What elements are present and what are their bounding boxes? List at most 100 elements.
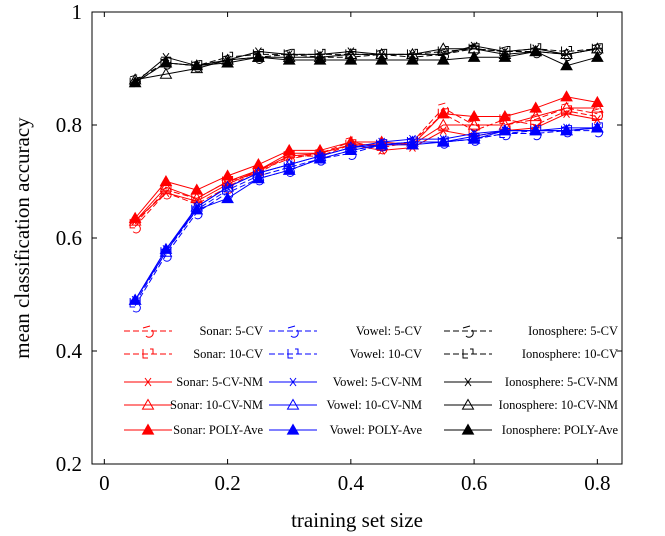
axis-ticks: 0 0.2 0.4 0.6 0.8 0.2 0.4 0.6 0.8 1 [56,0,622,495]
series-line [134,127,598,304]
legend-label: Ionosphere: 10-CV [522,347,618,361]
data-point [375,53,389,65]
legend-entry: Ionosphere: 5-CV [444,324,618,338]
series [128,121,604,305]
x-tick-label: 0.6 [461,471,487,495]
legend-label: Sonar: 5-CV-NM [176,375,263,389]
legend-entry: Vowel: 10-CV-NM [269,398,422,412]
legend-label: Vowel: 5-CV [356,324,422,338]
data-point [467,118,481,130]
data-point [129,297,141,308]
legend-entry: Vowel: 5-CV [269,324,422,338]
legend-label: Ionosphere: 5-CV [528,324,618,338]
series-line [134,130,598,307]
legend-label: Sonar: 5-CV [199,324,263,338]
data-point [592,115,603,124]
data-point [159,174,173,187]
data-point [221,169,234,181]
data-point [529,101,543,113]
data-point [590,121,604,133]
data-point [436,53,450,65]
data-point [560,90,573,102]
data-point [529,110,543,122]
legend-entry: Sonar: POLY-Ave [124,423,263,437]
data-point [159,56,173,68]
legend-entry: Ionosphere: POLY-Ave [444,423,618,437]
data-point [436,118,450,130]
series [130,41,603,87]
legend-entry: Sonar: 10-CV [124,347,263,361]
data-point [561,46,573,57]
data-point [498,110,512,122]
data-point [344,53,358,65]
legend-label: Ionosphere: POLY-Ave [502,423,619,437]
plot-area [128,41,604,313]
x-tick-label: 0.4 [338,471,365,495]
data-point [252,50,265,62]
series-line [134,107,598,222]
legend-label: Sonar: 10-CV [193,347,263,361]
data-point [190,59,204,71]
data-point [560,47,573,59]
data-point [128,211,142,223]
legend-label: Vowel: POLY-Ave [330,423,423,437]
data-point [159,67,173,79]
data-point [221,191,234,204]
data-point [436,135,450,147]
data-point [159,180,173,192]
data-point [190,191,204,204]
series-line [134,127,598,301]
legend-label: Vowel: 5-CV-NM [333,375,422,389]
plot-frame [91,11,623,465]
series-line [134,127,598,301]
data-point [128,293,142,305]
data-point [436,42,450,54]
data-point [252,172,265,184]
data-point [128,76,142,88]
x-axis-label: training set size [291,508,423,532]
x-tick-label: 0.2 [214,471,240,495]
series-line [134,107,598,228]
y-tick-label: 0.4 [56,339,83,363]
data-point [282,143,296,156]
x-tick-label: 0.8 [584,471,610,495]
y-tick-label: 0.2 [56,452,82,476]
series [130,125,604,313]
legend-entry: Ionosphere: 10-CV [444,347,618,361]
data-point [529,45,543,57]
series [128,45,604,88]
series [129,122,603,308]
legend: Sonar: 5-CV Sonar: 10-CV Sonar: 5-CV-NM Son… [124,324,618,437]
data-point [344,143,358,156]
data-point [467,110,481,122]
legend-entry: Sonar: 5-CV [124,324,263,338]
legend-label: Vowel: 10-CV-NM [327,398,423,412]
series-line [134,51,598,84]
data-point [438,126,449,135]
legend-label: Ionosphere: 10-CV-NM [499,398,618,412]
legend-label: Sonar: POLY-Ave [173,423,263,437]
data-point [406,138,419,150]
y-tick-label: 1 [72,0,83,24]
data-point [560,101,573,113]
legend-entry: Sonar: 5-CV-NM [124,375,263,389]
x-tick-label: 0 [99,471,110,495]
legend-entry: Sonar: 10-CV-NM [124,398,263,412]
data-point [252,158,265,170]
series-line [134,48,598,84]
data-point [160,188,171,198]
legend-entry: Vowel: 10-CV [269,347,422,361]
data-point [498,124,512,136]
data-point [282,163,296,175]
series-line [134,96,598,219]
series-line [134,127,598,301]
data-point [282,53,296,65]
legend-entry: Vowel: 5-CV-NM [269,375,422,389]
legend-entry: Vowel: POLY-Ave [269,423,422,437]
data-point [313,53,327,65]
data-point [190,183,204,195]
data-point [590,50,604,62]
data-point [560,59,573,71]
data-point [375,138,389,150]
